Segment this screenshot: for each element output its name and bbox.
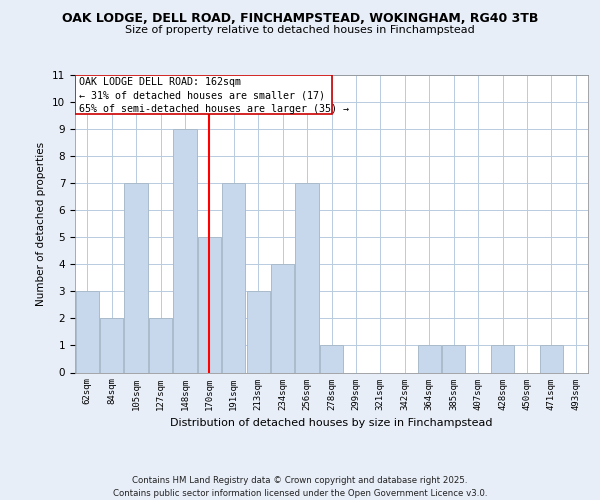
Bar [271, 264, 294, 372]
Bar [442, 346, 465, 372]
Bar [320, 346, 343, 372]
Bar [418, 346, 441, 372]
Text: OAK LODGE DELL ROAD: 162sqm: OAK LODGE DELL ROAD: 162sqm [79, 77, 241, 87]
Bar [247, 292, 270, 372]
Bar [76, 292, 99, 372]
Bar [100, 318, 123, 372]
X-axis label: Distribution of detached houses by size in Finchampstead: Distribution of detached houses by size … [170, 418, 493, 428]
Bar [491, 346, 514, 372]
Bar [295, 183, 319, 372]
Text: Contains public sector information licensed under the Open Government Licence v3: Contains public sector information licen… [113, 489, 487, 498]
Bar [124, 183, 148, 372]
Text: OAK LODGE, DELL ROAD, FINCHAMPSTEAD, WOKINGHAM, RG40 3TB: OAK LODGE, DELL ROAD, FINCHAMPSTEAD, WOK… [62, 12, 538, 26]
Text: ← 31% of detached houses are smaller (17): ← 31% of detached houses are smaller (17… [79, 90, 325, 101]
Bar [149, 318, 172, 372]
Bar [173, 129, 197, 372]
Bar [540, 346, 563, 372]
FancyBboxPatch shape [75, 75, 331, 114]
Bar [222, 183, 245, 372]
Text: 65% of semi-detached houses are larger (35) →: 65% of semi-detached houses are larger (… [79, 104, 349, 114]
Text: Contains HM Land Registry data © Crown copyright and database right 2025.: Contains HM Land Registry data © Crown c… [132, 476, 468, 485]
Y-axis label: Number of detached properties: Number of detached properties [37, 142, 46, 306]
Text: Size of property relative to detached houses in Finchampstead: Size of property relative to detached ho… [125, 25, 475, 35]
Bar [198, 238, 221, 372]
